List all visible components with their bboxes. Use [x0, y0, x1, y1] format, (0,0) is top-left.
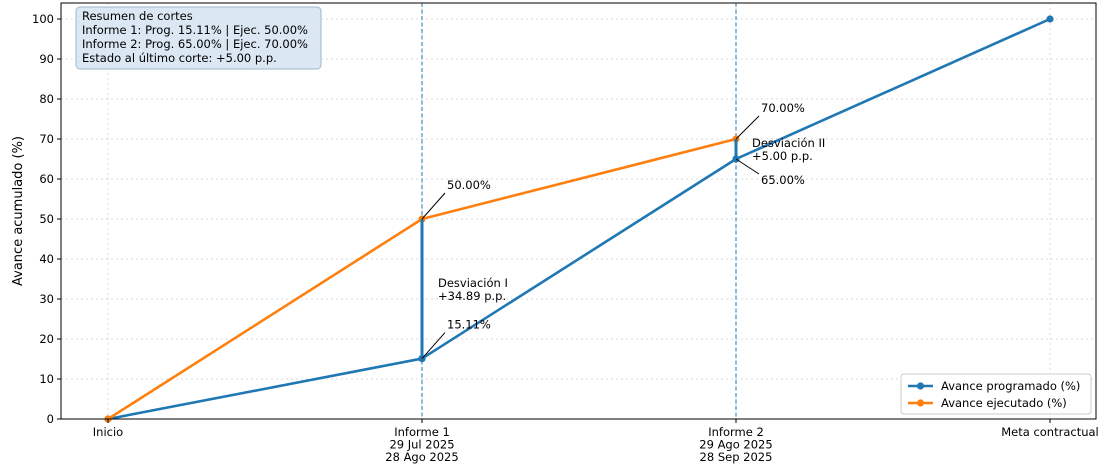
- plot-area: [61, 3, 1096, 419]
- x-tick-label: Inicio: [93, 425, 123, 439]
- axes-frame: [60, 2, 1097, 420]
- legend-label: Avance ejecutado (%): [941, 396, 1067, 410]
- summary-title: Resumen de cortes: [82, 9, 193, 23]
- legend-box: [900, 373, 1092, 415]
- axes: 0 10 20 30 40 50 60 70 80 90 100 Inicio Informe 1 29 …: [11, 2, 1099, 464]
- deviation-label: Desviación I +34.89 p.p.: [438, 276, 508, 303]
- y-tick-label: 80: [39, 92, 54, 106]
- y-tick-label: 100: [32, 12, 54, 26]
- annotation-leader: [421, 192, 446, 220]
- y-tick-label: 70: [39, 132, 54, 146]
- annotation-leader: [421, 332, 446, 359]
- point-annotations: 50.00% 15.11% 70.00% 65.00%: [421, 101, 805, 359]
- x-tick-label: Informe 2 29 Ago 2025 28 Sep 2025: [699, 425, 772, 464]
- annotation-label: 50.00%: [447, 178, 491, 192]
- summary-box-bg: [75, 6, 322, 70]
- data-point: [1046, 15, 1054, 23]
- deviation-label: Desviación II +5.00 p.p.: [752, 136, 825, 163]
- y-tick-label: 20: [39, 332, 54, 346]
- annotation-label: 65.00%: [761, 173, 805, 187]
- deviations: Desviación I +34.89 p.p. Desviación II +5.0…: [418, 136, 825, 363]
- y-tick-label: 30: [39, 292, 54, 306]
- annotation-leader: [735, 158, 760, 175]
- annotation-label: 15.11%: [447, 318, 491, 332]
- legend-label: Avance programado (%): [941, 379, 1080, 393]
- annotation-leader: [735, 115, 760, 140]
- x-tick-label: Meta contractual: [1001, 425, 1099, 439]
- summary-line: Estado al último corte: +5.00 p.p.: [82, 51, 277, 65]
- y-tick-label: 10: [39, 372, 54, 386]
- y-tick-label: 0: [47, 412, 54, 426]
- summary-line: Informe 2: Prog. 65.00% | Ejec. 70.00%: [82, 37, 308, 51]
- series-line-programado: [107, 17, 1051, 421]
- y-tick-label: 50: [39, 212, 54, 226]
- plot-background: [61, 3, 1096, 419]
- legend-swatch-marker: [916, 382, 925, 390]
- y-tick-label: 60: [39, 172, 54, 186]
- y-axis-label: Avance acumulado (%): [11, 136, 26, 286]
- y-tick-label: 40: [39, 252, 54, 266]
- legend-swatch-marker: [916, 399, 925, 407]
- legend[interactable]: Avance programado (%) Avance ejecutado (%…: [900, 373, 1092, 415]
- summary-line: Informe 1: Prog. 15.11% | Ejec. 50.00%: [82, 23, 308, 37]
- y-tick-label: 90: [39, 52, 54, 66]
- annotation-label: 70.00%: [761, 101, 805, 115]
- x-tick-label: Informe 1 29 Jul 2025 28 Ago 2025: [385, 425, 458, 464]
